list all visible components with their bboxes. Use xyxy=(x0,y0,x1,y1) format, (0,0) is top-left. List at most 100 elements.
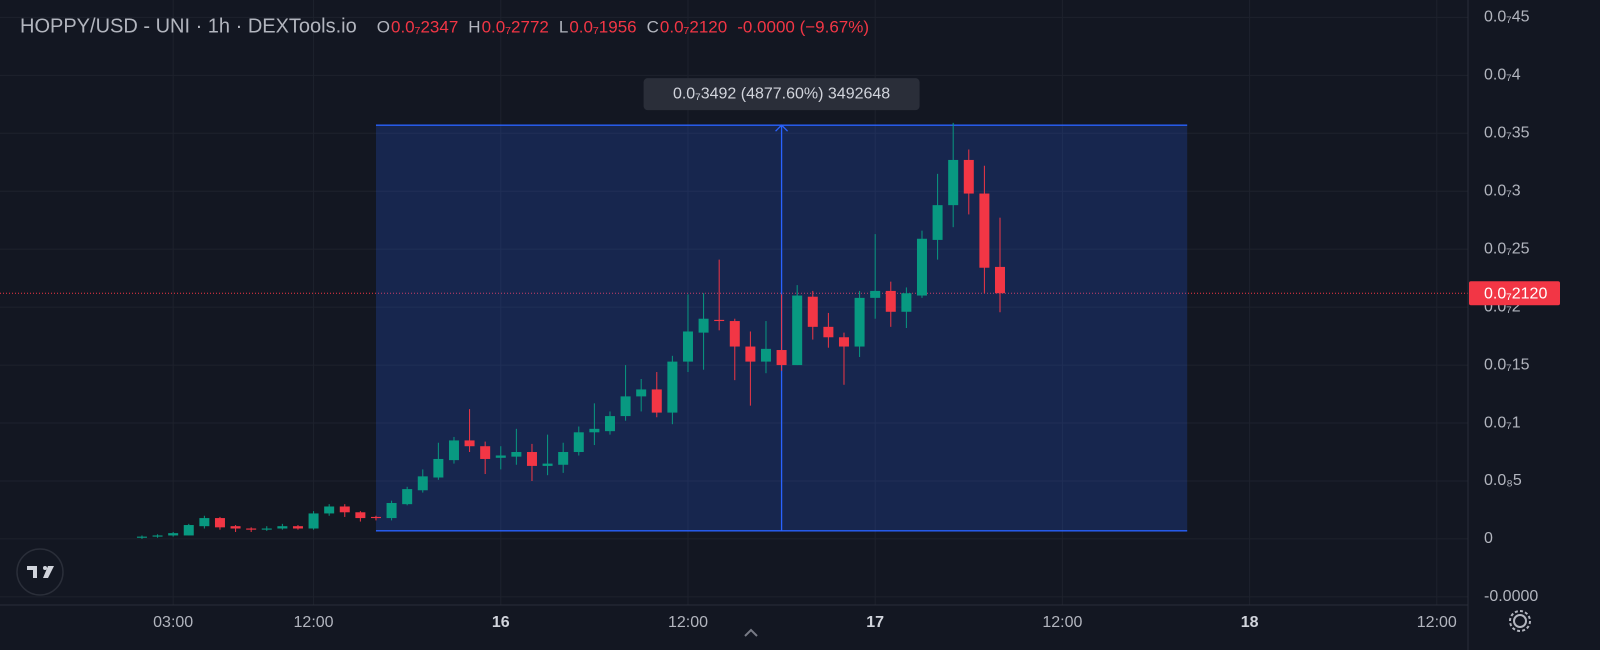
settings-icon[interactable] xyxy=(1509,610,1531,632)
x-tick-label: 12:00 xyxy=(1042,614,1082,631)
candle-body xyxy=(511,452,522,457)
logo-mark xyxy=(27,566,43,578)
x-tick-label: 18 xyxy=(1241,614,1259,631)
candle-body xyxy=(261,528,272,530)
candle-body xyxy=(916,238,927,296)
x-tick-label: 12:00 xyxy=(668,614,708,631)
ohlc-key: O xyxy=(377,17,390,36)
candle-body xyxy=(417,476,428,491)
candle-body xyxy=(994,266,1005,294)
candle-body xyxy=(714,319,725,322)
candle-body xyxy=(168,533,179,536)
price-badge-label: 0.0₇2120 xyxy=(1484,285,1547,302)
y-tick-label: 0.0₇25 xyxy=(1484,240,1530,257)
logo-mark xyxy=(43,566,54,578)
candle-body xyxy=(589,428,600,433)
candle-body xyxy=(667,361,678,413)
candle-body xyxy=(932,205,943,240)
candle-body xyxy=(183,525,194,536)
candles xyxy=(136,122,1005,539)
candle-body xyxy=(948,159,959,206)
candle-body xyxy=(698,318,709,333)
candle-body xyxy=(636,389,647,397)
candle-body xyxy=(682,331,693,362)
candle-body xyxy=(292,526,303,529)
candle-body xyxy=(792,295,803,366)
candle-body xyxy=(480,446,491,459)
candle-body xyxy=(402,489,413,505)
candle-body xyxy=(448,440,459,461)
candle-body xyxy=(885,290,896,312)
ohlc-value: 0.0₇2772 xyxy=(482,17,549,36)
candle-body xyxy=(464,440,475,447)
x-tick-label: 12:00 xyxy=(294,614,334,631)
candle-body xyxy=(355,512,366,519)
candle-body xyxy=(963,159,974,194)
candle-body xyxy=(526,452,537,466)
y-tick-label: 0.0₇35 xyxy=(1484,125,1530,142)
candle-body xyxy=(558,452,569,465)
candle-body xyxy=(729,321,740,347)
candle-body xyxy=(573,432,584,453)
ohlc-value: 0.0₇2347 xyxy=(391,17,458,36)
candle-body xyxy=(745,346,756,362)
candle-body xyxy=(370,516,381,519)
candle-body xyxy=(308,513,319,529)
header: HOPPY/USD - UNI · 1h · DEXTools.io O 0.0₇… xyxy=(20,15,869,37)
ohlc-key: L xyxy=(559,17,568,36)
measure-label: 0.0₇3492 (4877.60%) 3492648 xyxy=(673,85,890,102)
axes: 0.0₇450.0₇40.0₇350.0₇30.0₇250.0₇20.0₇150… xyxy=(153,9,1560,631)
scroll-arrow[interactable] xyxy=(744,628,758,637)
x-tick-label: 12:00 xyxy=(1417,614,1457,631)
logo-dot xyxy=(43,566,47,570)
candle-body xyxy=(760,348,771,362)
y-tick-label: 0.0₇1 xyxy=(1484,414,1521,431)
measure-arrow-head xyxy=(775,124,789,132)
candle-body xyxy=(136,536,147,538)
chart-title: HOPPY/USD - UNI · 1h · DEXTools.io xyxy=(20,15,357,37)
candle-body xyxy=(199,518,210,527)
gear-teeth xyxy=(1509,610,1531,632)
candle-body xyxy=(495,455,506,458)
candle-body xyxy=(651,389,662,413)
y-tick-label: 0.0₇4 xyxy=(1484,67,1521,84)
x-tick-label: 16 xyxy=(492,614,510,631)
candle-body xyxy=(604,416,615,432)
candle-body xyxy=(277,526,288,529)
candle-body xyxy=(339,506,350,513)
candle-body xyxy=(807,296,818,327)
candle-body xyxy=(324,506,335,514)
candle-body xyxy=(246,528,257,530)
tv-logo[interactable] xyxy=(16,548,64,596)
candle-body xyxy=(979,193,990,268)
candle-body xyxy=(901,293,912,312)
candle-body xyxy=(838,337,849,347)
candle-body xyxy=(823,326,834,338)
gear[interactable] xyxy=(1513,614,1527,628)
y-tick-label: 0.0₈5 xyxy=(1484,472,1522,489)
x-tick-label: 17 xyxy=(866,614,884,631)
ohlc-value: 0.0₇1956 xyxy=(569,17,636,36)
candle-body xyxy=(230,526,241,529)
candle-body xyxy=(854,297,865,347)
measure-label-bg xyxy=(643,78,920,111)
y-tick-label: 0.0₇15 xyxy=(1484,356,1530,373)
ohlc-key: C xyxy=(647,17,659,36)
y-tick-label: -0.0000 xyxy=(1484,588,1538,605)
candle-body xyxy=(776,350,787,366)
ohlc-key: H xyxy=(468,17,480,36)
y-tick-label: 0.0₇3 xyxy=(1484,182,1521,199)
logo-circle[interactable] xyxy=(16,548,64,596)
candle-body xyxy=(152,535,163,537)
price-badge xyxy=(1469,281,1560,306)
candle-body xyxy=(433,458,444,478)
ohlc-value: 0.0₇2120 xyxy=(660,17,727,36)
candle-body xyxy=(386,503,397,519)
candle-body xyxy=(870,290,881,298)
x-tick-label: 03:00 xyxy=(153,614,193,631)
candle-body xyxy=(542,463,553,466)
y-tick-label: 0.0₇45 xyxy=(1484,9,1530,26)
candle-body xyxy=(214,518,225,528)
